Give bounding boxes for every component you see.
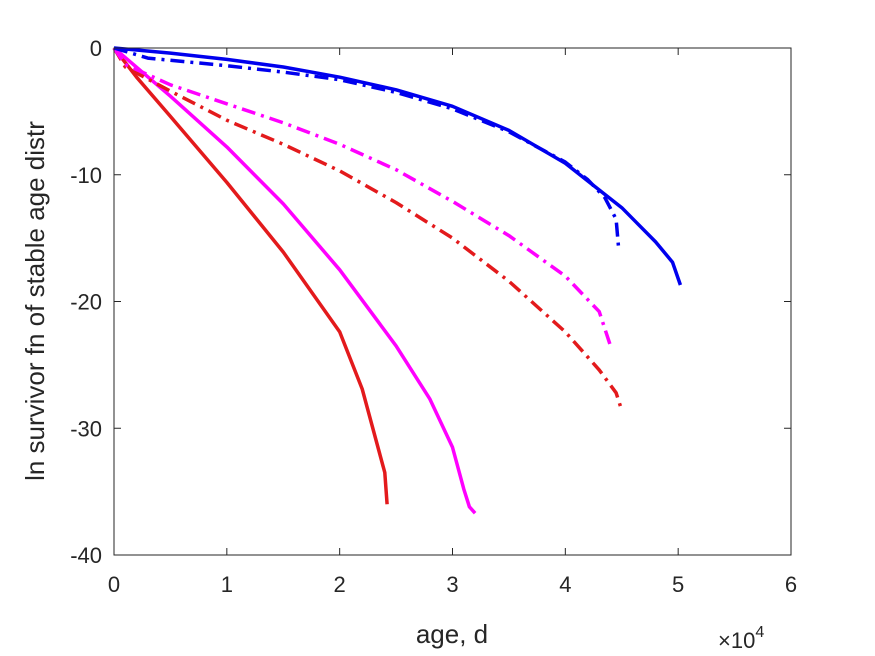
series-line-6: [113, 46, 683, 286]
y-tick-label: -40: [70, 543, 102, 568]
series-line-2: [112, 46, 477, 515]
y-tick-label: -10: [70, 163, 102, 188]
x-tick-label: 0: [108, 572, 120, 597]
ticks-layer: 0 1 2 3 4 5 6 0 -10 -20 -30 -40: [70, 36, 797, 597]
x-multiplier-label: ×104: [718, 624, 764, 653]
x-tick-label: 1: [221, 572, 233, 597]
series-line-3: [112, 47, 624, 412]
x-axis-label: age, d: [416, 619, 488, 649]
series-layer: [112, 46, 683, 515]
x-tick-label: 2: [334, 572, 346, 597]
y-tick-label: -20: [70, 290, 102, 315]
x-tick-label: 4: [559, 572, 571, 597]
x-multiplier-exponent: 4: [755, 624, 764, 641]
series-line-4: [112, 47, 613, 347]
plot-area: [114, 48, 791, 555]
y-tick-label: -30: [70, 416, 102, 441]
series-line-5: [113, 46, 621, 246]
series-line-1: [112, 46, 389, 505]
y-tick-label: 0: [90, 36, 102, 61]
x-tick-label: 6: [785, 572, 797, 597]
y-axis-label: ln survivor fn of stable age distr: [20, 121, 50, 481]
x-tick-label: 3: [446, 572, 458, 597]
x-tick-label: 5: [672, 572, 684, 597]
x-multiplier-base: ×10: [718, 628, 755, 653]
